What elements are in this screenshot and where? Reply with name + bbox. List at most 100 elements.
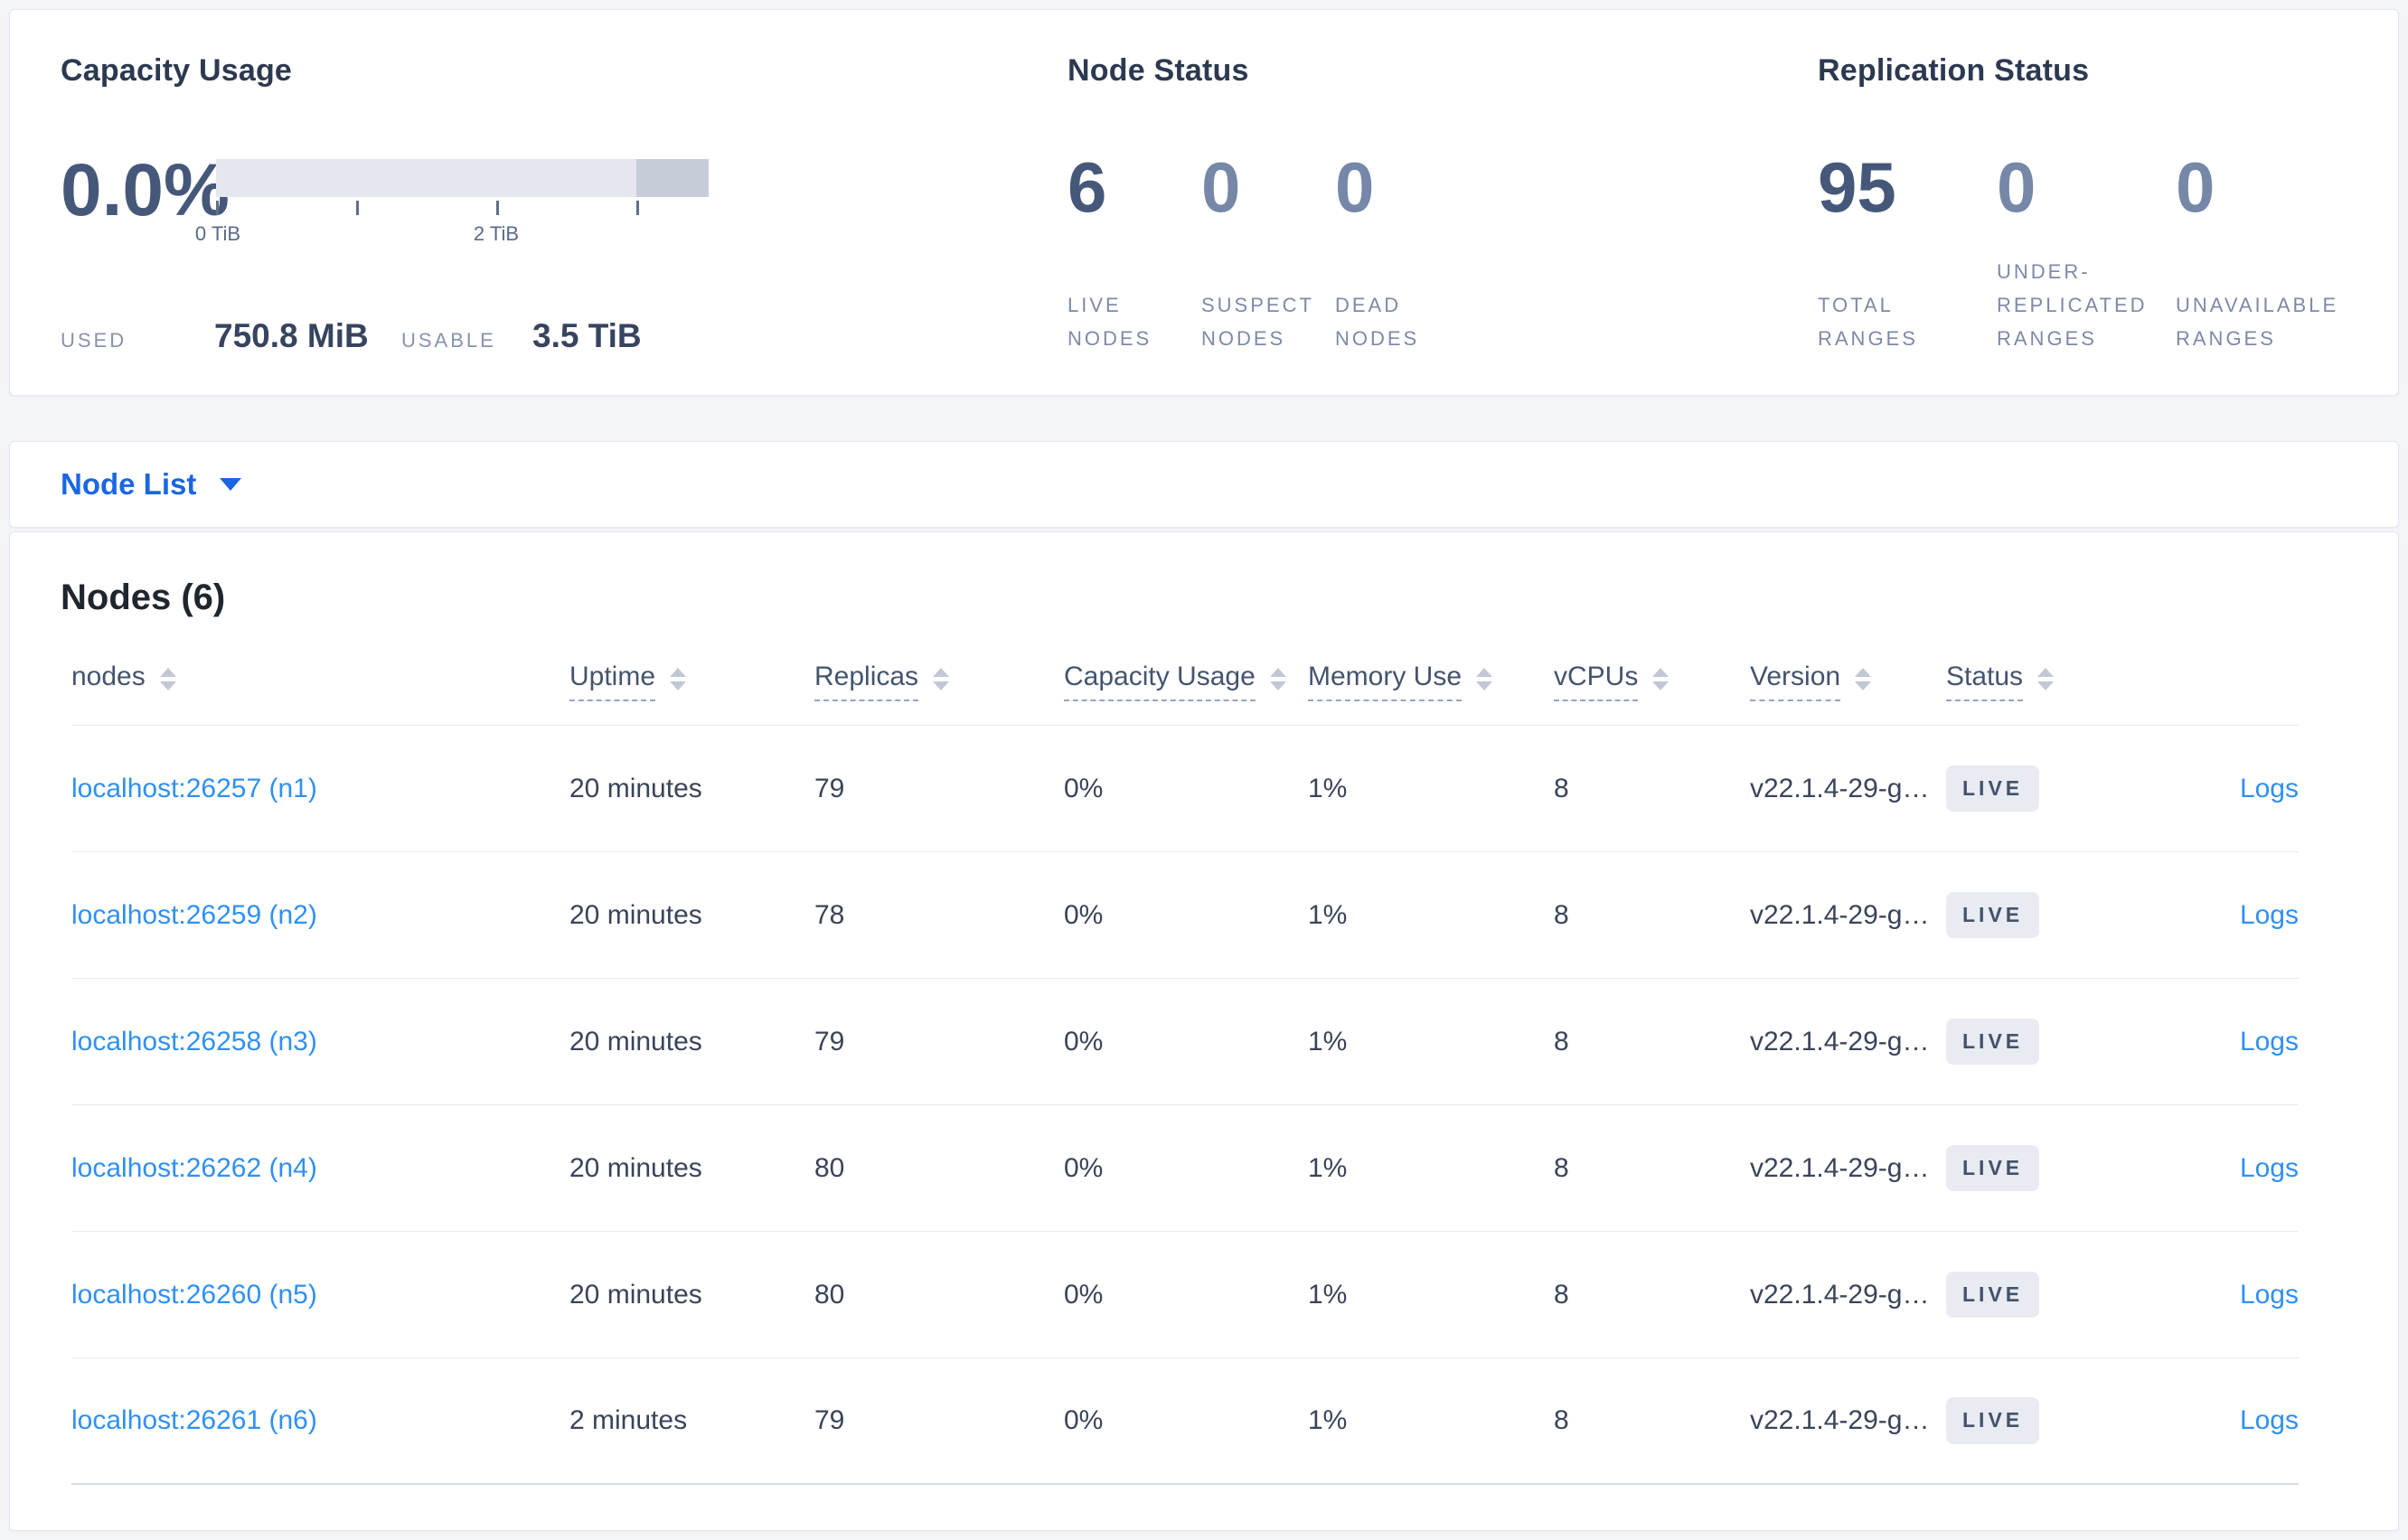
header-version[interactable]: Version (1750, 662, 1946, 701)
capacity-cell: 0% (1064, 1152, 1104, 1183)
replication-status-section: Replication Status 95 TOTAL RANGES 0 UND… (1818, 53, 2398, 355)
memory-cell: 1% (1308, 1152, 1348, 1183)
uptime-cell: 20 minutes (569, 773, 702, 803)
nodes-table: nodes Uptime Replicas Capacity Usage Mem… (71, 618, 2299, 1485)
live-nodes-value: 6 (1068, 147, 1107, 227)
unavailable-ranges-label: UNAVAILABLE RANGES (2176, 294, 2339, 350)
uptime-cell: 20 minutes (569, 899, 702, 930)
logs-link[interactable]: Logs (2239, 773, 2299, 803)
memory-cell: 1% (1308, 773, 1348, 803)
dead-nodes-stat: 0 DEAD NODES (1335, 152, 1469, 355)
total-ranges-value: 95 (1818, 147, 1896, 227)
sort-icon (2037, 667, 2055, 690)
vcpus-cell: 8 (1554, 1026, 1569, 1056)
view-selector-bar: Node List (9, 441, 2399, 528)
uptime-cell: 20 minutes (569, 1152, 702, 1183)
capacity-usage-title: Capacity Usage (61, 53, 293, 88)
header-nodes[interactable]: nodes (71, 662, 569, 701)
header-status[interactable]: Status (1946, 662, 2190, 701)
replicas-cell: 80 (814, 1279, 845, 1310)
total-ranges-stat: 95 TOTAL RANGES (1818, 152, 1997, 355)
used-value: 750.8 MiB (214, 317, 369, 354)
capacity-bar-nonusable-fill (636, 159, 709, 197)
header-uptime[interactable]: Uptime (569, 662, 814, 701)
capacity-bar-track (216, 159, 709, 197)
node-link[interactable]: localhost:26257 (n1) (71, 773, 317, 803)
table-row: localhost:26259 (n2) 20 minutes 78 0% 1%… (71, 852, 2299, 979)
capacity-cell: 0% (1064, 1405, 1104, 1435)
unavailable-ranges-value: 0 (2176, 147, 2215, 227)
uptime-cell: 20 minutes (569, 1026, 702, 1056)
replication-status-title: Replication Status (1818, 53, 2090, 88)
vcpus-cell: 8 (1554, 899, 1569, 930)
capacity-bar: 0 TiB 2 TiB (195, 159, 709, 246)
node-status-title: Node Status (1068, 53, 1249, 88)
node-link[interactable]: localhost:26258 (n3) (71, 1026, 317, 1056)
sort-icon (159, 667, 176, 690)
total-ranges-label: TOTAL RANGES (1818, 294, 1918, 350)
vcpus-cell: 8 (1554, 1405, 1569, 1435)
node-link[interactable]: localhost:26260 (n5) (71, 1279, 317, 1310)
logs-link[interactable]: Logs (2239, 899, 2299, 930)
usable-label: USABLE (401, 329, 496, 352)
logs-link[interactable]: Logs (2239, 1405, 2299, 1435)
cluster-summary-panel: Capacity Usage 0.0% 0 TiB (9, 9, 2399, 396)
nodes-section-title: Nodes (6) (61, 578, 226, 617)
version-cell: v22.1.4-29-g… (1750, 899, 1930, 930)
table-header-row: nodes Uptime Replicas Capacity Usage Mem… (71, 618, 2299, 726)
tick-label-0: 0 TiB (194, 222, 241, 245)
memory-cell: 1% (1308, 1026, 1348, 1056)
sort-icon (1269, 667, 1286, 690)
node-link[interactable]: localhost:26262 (n4) (71, 1152, 317, 1183)
tick-label-2: 2 TiB (473, 222, 520, 245)
version-cell: v22.1.4-29-g… (1750, 1279, 1930, 1310)
table-row: localhost:26260 (n5) 20 minutes 80 0% 1%… (71, 1232, 2299, 1358)
capacity-bar-ticks (216, 201, 709, 219)
capacity-percent: 0.0% (61, 149, 230, 231)
header-memory-use[interactable]: Memory Use (1308, 662, 1554, 701)
sort-icon (1855, 667, 1872, 690)
uptime-cell: 20 minutes (569, 1279, 702, 1310)
sort-icon (933, 667, 950, 690)
status-badge: LIVE (1946, 1144, 2040, 1192)
replicas-cell: 79 (814, 773, 845, 803)
capacity-cell: 0% (1064, 773, 1104, 803)
under-replicated-ranges-label: UNDER-REPLICATED RANGES (1997, 260, 2148, 350)
node-link[interactable]: localhost:26259 (n2) (71, 899, 317, 930)
node-link[interactable]: localhost:26261 (n6) (71, 1405, 317, 1435)
status-badge: LIVE (1946, 1018, 2040, 1066)
used-label: USED (61, 329, 127, 352)
replicas-cell: 80 (814, 1152, 845, 1183)
capacity-usage-section: Capacity Usage 0.0% 0 TiB (61, 53, 1068, 355)
logs-link[interactable]: Logs (2239, 1152, 2299, 1183)
version-cell: v22.1.4-29-g… (1750, 1405, 1930, 1435)
sort-icon (1652, 667, 1670, 690)
capacity-cell: 0% (1064, 899, 1104, 930)
status-badge: LIVE (1946, 1397, 2040, 1444)
live-nodes-stat: 6 LIVE NODES (1068, 152, 1201, 355)
replicas-cell: 79 (814, 1405, 845, 1435)
capacity-gauge: 0.0% 0 TiB 2 TiB (61, 154, 1068, 246)
unavailable-ranges-stat: 0 UNAVAILABLE RANGES (2176, 152, 2355, 355)
header-capacity-usage[interactable]: Capacity Usage (1064, 662, 1308, 701)
version-cell: v22.1.4-29-g… (1750, 773, 1930, 803)
header-replicas[interactable]: Replicas (814, 662, 1064, 701)
vcpus-cell: 8 (1554, 1152, 1569, 1183)
capacity-bar-tick-labels: 0 TiB 2 TiB (195, 222, 709, 246)
vcpus-cell: 8 (1554, 773, 1569, 803)
capacity-used-usable: USED 750.8 MiB USABLE 3.5 TiB (61, 317, 1068, 355)
header-vcpus[interactable]: vCPUs (1554, 662, 1750, 701)
status-badge: LIVE (1946, 1271, 2040, 1319)
version-cell: v22.1.4-29-g… (1750, 1026, 1930, 1056)
node-list-dropdown[interactable]: Node List (61, 467, 242, 502)
logs-link[interactable]: Logs (2239, 1026, 2299, 1056)
logs-link[interactable]: Logs (2239, 1279, 2299, 1310)
memory-cell: 1% (1308, 1279, 1348, 1310)
suspect-nodes-stat: 0 SUSPECT NODES (1201, 152, 1335, 355)
sort-icon (670, 667, 687, 690)
table-row: localhost:26261 (n6) 2 minutes 79 0% 1% … (71, 1358, 2299, 1485)
table-row: localhost:26257 (n1) 20 minutes 79 0% 1%… (71, 726, 2299, 852)
uptime-cell: 2 minutes (569, 1405, 688, 1435)
chevron-down-icon (220, 478, 242, 491)
